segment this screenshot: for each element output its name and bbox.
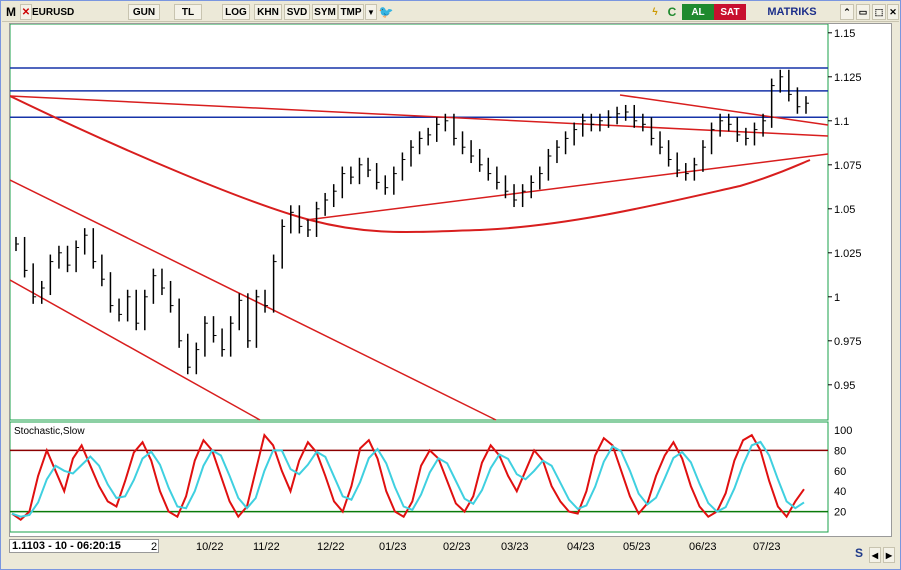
dropdown-arrow-icon[interactable]: ▼ (365, 4, 377, 20)
sell-button[interactable]: SAT (714, 4, 746, 20)
stochastic-axis-label: 100 (834, 425, 852, 437)
sym-button[interactable]: SYM (312, 4, 338, 20)
date-tick-label: 10/22 (196, 541, 224, 553)
downtrend-channel-low (9, 279, 261, 421)
stochastic-axis-label: 60 (834, 466, 846, 478)
stochastic-k-line (11, 432, 805, 522)
downtrend-channel-mid (9, 179, 497, 421)
price-axis-label: 1.15 (834, 28, 855, 40)
stochastic-pane-border (9, 421, 829, 533)
price-axis-label: 1.125 (834, 72, 862, 84)
price-axis-label: 1.025 (834, 248, 862, 260)
tmp-button[interactable]: TMP (338, 4, 364, 20)
collapse-icon[interactable]: ⌃ (840, 4, 854, 20)
svd-button[interactable]: SVD (284, 4, 310, 20)
app-logo: M (6, 5, 16, 19)
date-tick-label: 2 (151, 541, 158, 553)
refresh-icon[interactable]: C (667, 5, 677, 19)
price-and-stochastic-chart[interactable]: 1.15 1.125 1.1 1.075 1.05 1.025 1 0.975 0.95 100 8… (9, 23, 893, 538)
price-axis-label: 1.05 (834, 204, 855, 216)
minimize-icon[interactable]: ▭ (856, 4, 870, 20)
sync-icon[interactable]: S (854, 546, 863, 560)
twitter-icon[interactable]: 🐦 (378, 5, 394, 19)
price-pane-border (9, 23, 829, 421)
currency-tl-button[interactable]: TL (174, 4, 202, 20)
chart-area[interactable]: 1.15 1.125 1.1 1.075 1.05 1.025 1 0.975 0.95 100 8… (9, 23, 892, 537)
stochastic-axis-label: 40 (834, 486, 846, 498)
price-axis-label: 1 (834, 292, 840, 304)
falling-resistance-line (619, 94, 829, 126)
brand-logo: MATRIKS (767, 6, 817, 18)
status-readout: 1.1103 - 10 - 06:20:15 (9, 539, 159, 553)
date-tick-label: 01/23 (379, 541, 407, 553)
price-axis-label: 1.075 (834, 160, 862, 172)
price-axis-label: 0.95 (834, 380, 855, 392)
log-button[interactable]: LOG (222, 4, 250, 20)
downtrend-line-upper (9, 95, 829, 137)
toolbar: M ✕ EURUSD GUN TL LOG KHN SVD SYM TMP ▼ … (2, 2, 899, 22)
lightning-icon[interactable]: ϟ (652, 6, 658, 18)
period-day-button[interactable]: GUN (128, 4, 160, 20)
scroll-left-icon[interactable]: ◀ (869, 547, 881, 563)
rising-support-line (305, 153, 829, 221)
stochastic-axis-label: 20 (834, 507, 846, 519)
price-axis-label: 0.975 (834, 336, 862, 348)
buy-button[interactable]: AL (682, 4, 714, 20)
stochastic-axis-label: 80 (834, 445, 846, 457)
date-tick-label: 05/23 (623, 541, 651, 553)
moving-average-curve (9, 95, 811, 233)
date-tick-label: 11/22 (253, 541, 280, 553)
indicator-label: Stochastic,Slow (14, 426, 85, 437)
scroll-right-icon[interactable]: ▶ (883, 547, 895, 563)
expand-icon[interactable]: ⬚ (872, 4, 886, 20)
date-tick-label: 02/23 (443, 541, 471, 553)
date-tick-label: 06/23 (689, 541, 717, 553)
date-tick-label: 04/23 (567, 541, 595, 553)
close-icon[interactable]: ✕ (887, 4, 899, 20)
remove-symbol-icon[interactable]: ✕ (20, 4, 32, 20)
date-tick-label: 03/23 (501, 541, 529, 553)
price-axis-label: 1.1 (834, 116, 849, 128)
stochastic-d-line (11, 440, 805, 518)
date-tick-label: 07/23 (753, 541, 781, 553)
date-tick-label: 12/22 (317, 541, 345, 553)
symbol-label[interactable]: EURUSD (32, 6, 75, 18)
khn-button[interactable]: KHN (254, 4, 282, 20)
